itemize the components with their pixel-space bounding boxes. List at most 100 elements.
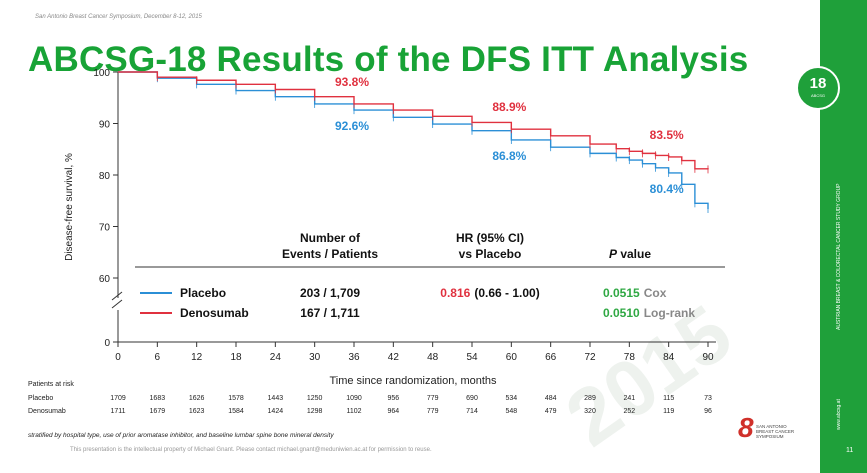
y-tick-label: 0 [104,338,110,349]
col-events-line2: Events / Patients [282,247,378,261]
at-risk-cell: 484 [545,395,557,402]
annotation-placebo: 86.8% [492,149,526,163]
col-events-line1: Number of [300,231,361,245]
denosumab-events: 167 / 1,711 [300,306,360,320]
col-hr-line2: vs Placebo [459,247,522,261]
at-risk-cell: 1711 [110,408,125,415]
footnote: stratified by hospital type, use of prio… [28,432,334,439]
axis-break-mark-1 [111,291,123,301]
annotation-denosumab: 88.9% [492,100,526,114]
x-tick-label: 48 [427,352,439,363]
x-tick-label: 18 [230,352,242,363]
at-risk-placebo-name: Placebo [28,395,53,402]
y-tick-label: 100 [93,68,110,79]
at-risk-cell: 779 [427,395,439,402]
x-tick-label: 54 [466,352,478,363]
sidebar-url: www.abcsg.at [836,399,842,430]
annotation-denosumab: 93.8% [335,75,369,89]
badge-subtitle: ABCSG [810,93,825,98]
sabcs-logo-text: SAN ANTONIO BREAST CANCER SYMPOSIUM [756,424,795,439]
x-tick-label: 84 [663,352,675,363]
km-chart: 60 70 80 90 100 00 6 12 18 24 30 36 42 48 54 60 66 72 78 84… [28,68,725,415]
x-tick-label: 90 [702,352,714,363]
at-risk-cell: 115 [663,395,674,402]
at-risk-cell: 96 [704,408,712,415]
at-risk-cell: 1709 [110,395,126,402]
x-tick-label: 12 [191,352,203,363]
annotation-denosumab: 83.5% [650,128,684,142]
col-hr-line1: HR (95% CI) [456,231,524,245]
x-tick-label: 0 [115,352,121,363]
at-risk-cell: 1578 [228,395,244,402]
at-risk-cell: 1683 [150,395,166,402]
sidebar-group-text: AUSTRIAN BREAST & COLORECTAL CANCER STUD… [836,183,842,330]
curve-placebo [118,71,709,209]
p-logrank-test: Log-rank [644,306,696,320]
at-risk-cell: 534 [505,395,517,402]
sabcs-logo: 8 SAN ANTONIO BREAST CANCER SYMPOSIUM [738,412,798,456]
legend-denosumab-name: Denosumab [180,306,249,320]
at-risk-cell: 241 [623,395,635,402]
at-risk-cell: 1443 [268,395,284,402]
x-tick-label: 60 [506,352,518,363]
at-risk-cell: 252 [623,408,635,415]
col-p-value: P value [609,247,651,261]
at-risk-denosumab-name: Denosumab [28,408,66,415]
at-risk-cell: 479 [545,408,557,415]
at-risk-cell: 320 [584,408,596,415]
at-risk-cell: 1584 [228,408,244,415]
annotation-placebo: 92.6% [335,119,369,133]
at-risk-cell: 1424 [268,408,284,415]
x-tick-label: 72 [584,352,596,363]
at-risk-cell: 1623 [189,408,205,415]
chart-curves [118,71,709,213]
at-risk-cell: 1298 [307,408,323,415]
x-tick-label: 36 [348,352,360,363]
x-tick-label: 24 [270,352,282,363]
y-axis-label: Disease-free survival, % [64,153,75,261]
x-tick-label: 6 [155,352,161,363]
at-risk-cell: 1679 [150,408,166,415]
p-cox-value: 0.0515 [603,286,640,300]
at-risk-cell: 119 [663,408,674,415]
conference-note: San Antonio Breast Cancer Symposium, Dec… [35,14,202,20]
y-tick-label: 90 [99,120,111,131]
x-axis-label: Time since randomization, months [329,375,497,387]
chart-legend-table: Number of Events / Patients HR (95% CI) … [135,231,725,320]
p-cox-test: Cox [644,286,667,300]
at-risk-cell: 779 [427,408,439,415]
x-tick-label: 30 [309,352,321,363]
at-risk-cell: 690 [466,395,478,402]
curve-denosumab [118,71,709,170]
at-risk-label: Patients at risk [28,381,74,388]
badge-number: 18 [809,75,827,92]
y-tick-label: 70 [99,223,111,234]
at-risk-cell: 1626 [189,395,205,402]
at-risk-cell: 956 [387,395,399,402]
chart-axes: 60 70 80 90 100 00 6 12 18 24 30 36 42 48 54 60 66 72 78 84… [64,68,716,387]
copyright-notice: This presentation is the intellectual pr… [70,447,432,453]
axis-break-mark-2 [111,299,123,309]
sabcs-logo-mark: 8 [738,412,754,443]
p-cox: 0.0515 Cox [603,286,667,300]
at-risk-cell: 289 [584,395,596,402]
at-risk-cell: 548 [505,408,517,415]
patients-at-risk-table: Patients at risk Placebo Denosumab 1709 1… [28,381,712,415]
x-tick-label: 42 [388,352,400,363]
legend-placebo-name: Placebo [180,286,226,300]
hr-value: 0.816 [440,286,470,300]
x-tick-label: 66 [545,352,557,363]
annotation-placebo: 80.4% [650,182,684,196]
at-risk-cell: 714 [466,408,478,415]
p-logrank-value: 0.0510 [603,306,640,320]
at-risk-cell: 73 [704,395,712,402]
at-risk-cell: 1102 [346,408,361,415]
chart-annotations: 93.8% 92.6% 88.9% 86.8% 83.5% 80.4% [335,75,684,196]
page-number: 11 [846,447,854,454]
y-tick-label: 60 [99,274,111,285]
abcsg-logo-badge: 18 ABCSG [796,66,840,110]
hr-ci: (0.66 - 1.00) [474,286,539,300]
at-risk-cell: 1090 [346,395,362,402]
p-logrank: 0.0510 Log-rank [603,306,695,320]
